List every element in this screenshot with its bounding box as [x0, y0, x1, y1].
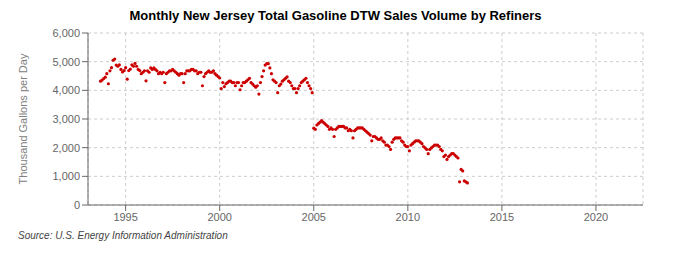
svg-text:2000: 2000 [207, 211, 231, 223]
html-text:Monthly New Jersey Total Gasol: Monthly New Jersey Total Gasoline DTW Sa… [129, 8, 542, 23]
svg-text:2,000: 2,000 [52, 142, 80, 154]
svg-text:Thousand Gallons per Day: Thousand Gallons per Day [17, 53, 29, 184]
svg-text:2010: 2010 [396, 211, 420, 223]
svg-text:4,000: 4,000 [52, 84, 80, 96]
html-text:Source: U.S. Energy Informatio: Source: U.S. Energy Information Administ… [18, 230, 228, 241]
svg-text:2015: 2015 [490, 211, 514, 223]
svg-text:2020: 2020 [584, 211, 608, 223]
svg-text:3,000: 3,000 [52, 113, 80, 125]
svg-text:1,000: 1,000 [52, 170, 80, 182]
svg-text:2005: 2005 [302, 211, 326, 223]
svg-text:1995: 1995 [113, 211, 137, 223]
svg-text:6,000: 6,000 [52, 27, 80, 39]
svg-text:0: 0 [74, 199, 80, 211]
svg-text:5,000: 5,000 [52, 56, 80, 68]
